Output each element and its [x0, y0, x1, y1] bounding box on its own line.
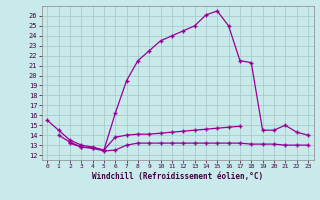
- X-axis label: Windchill (Refroidissement éolien,°C): Windchill (Refroidissement éolien,°C): [92, 172, 263, 181]
